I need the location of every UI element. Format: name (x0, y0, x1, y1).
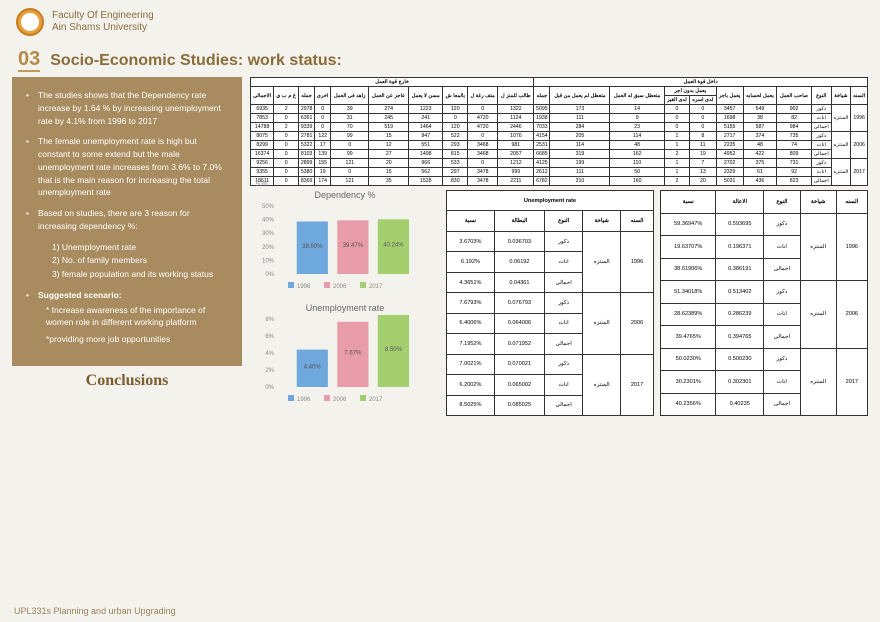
svg-text:4%: 4% (265, 351, 274, 357)
charts-column: 50% Dependency % 0%10%20%30%40%50%38.60%… (250, 190, 440, 416)
svg-text:6%: 6% (265, 334, 274, 340)
svg-text:4.40%: 4.40% (304, 364, 322, 370)
svg-text:39.47%: 39.47% (343, 243, 364, 249)
svg-text:2006: 2006 (333, 397, 347, 403)
svg-text:20%: 20% (262, 245, 275, 251)
header: Faculty Of Engineering Ain Shams Univers… (0, 0, 880, 44)
faculty-line: Faculty Of Engineering (52, 10, 154, 22)
main-data-table: خارج قوة العملداخل قوة العملالاجمالىغ م … (250, 77, 868, 186)
svg-text:40.24%: 40.24% (383, 243, 404, 249)
bullet-item: The female unemployment rate is high but… (30, 135, 230, 199)
svg-text:2017: 2017 (369, 397, 383, 403)
svg-text:1996: 1996 (297, 397, 311, 403)
right-column: خارج قوة العملداخل قوة العملالاجمالىغ م … (250, 77, 868, 416)
svg-text:8%: 8% (265, 317, 274, 323)
sublist-item: 1) Unemployment rate (52, 241, 230, 254)
suggested-item: * Increase awareness of the importance o… (46, 304, 230, 330)
section-number: 03 (18, 48, 40, 71)
svg-text:2017: 2017 (369, 284, 383, 290)
section-title: Socio-Economic Studies: work status: (50, 52, 342, 70)
university-line: Ain Shams University (52, 22, 154, 34)
sublist-item: 2) No. of family members (52, 254, 230, 267)
dependency-table: نسبةالاعالةالنوعشياخةالسنه59.36947%0.593… (660, 190, 868, 416)
sublist-item: 3) female population and its working sta… (52, 268, 230, 281)
suggested-title: Suggested scenario: * Increase awareness… (30, 289, 230, 346)
svg-text:7.67%: 7.67% (344, 350, 362, 356)
dependency-chart: Dependency % 0%10%20%30%40%50%38.60%39.4… (250, 190, 440, 297)
svg-text:40%: 40% (262, 218, 275, 224)
university-logo (16, 8, 44, 36)
left-column: The studies shows that the Dependency ra… (12, 77, 242, 416)
conclusions-heading: Conclusions (12, 372, 242, 390)
axis-50-label: 50% (256, 182, 268, 188)
title-row: 03 Socio-Economic Studies: work status: (0, 44, 880, 77)
svg-text:8.50%: 8.50% (385, 347, 403, 353)
unemployment-chart: Unemployment rate 0%2%4%6%8%4.40%7.67%8.… (250, 303, 440, 410)
svg-text:50%: 50% (262, 204, 275, 210)
info-box: The studies shows that the Dependency ra… (12, 77, 242, 366)
suggested-item: *providing more job opportunities (46, 333, 230, 346)
footer-text: UPL331s Planning and urban Upgrading (14, 606, 176, 616)
header-text: Faculty Of Engineering Ain Shams Univers… (52, 10, 154, 34)
unemployment-table: Unemployment rateنسبةالبطالةالنوعشياخةال… (446, 190, 654, 416)
svg-text:38.60%: 38.60% (302, 244, 323, 250)
svg-text:30%: 30% (262, 231, 275, 237)
svg-text:0%: 0% (265, 385, 274, 391)
svg-text:2006: 2006 (333, 284, 347, 290)
svg-text:10%: 10% (262, 258, 275, 264)
bullet-item: The studies shows that the Dependency ra… (30, 89, 230, 127)
svg-text:2%: 2% (265, 368, 274, 374)
svg-text:0%: 0% (265, 272, 274, 278)
svg-text:1996: 1996 (297, 284, 311, 290)
bullet-item: Based on studies, there are 3 reason for… (30, 207, 230, 233)
